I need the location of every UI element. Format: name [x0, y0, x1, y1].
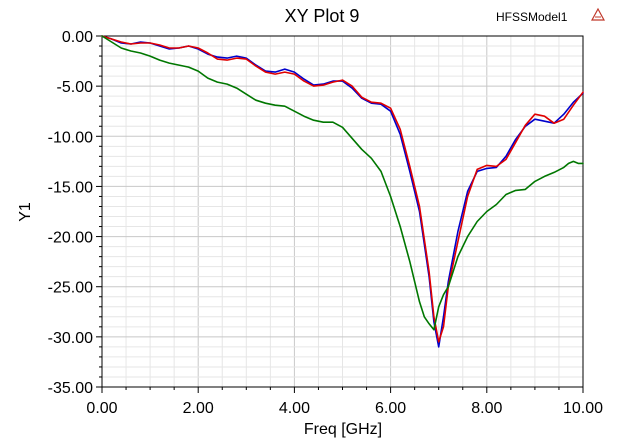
x-tick-label: 8.00: [471, 400, 502, 417]
y-tick-label: 0.00: [62, 29, 93, 46]
y-tick-label: -5.00: [57, 79, 94, 96]
series-line-3: [101, 35, 584, 331]
y-tick-label: -35.00: [48, 380, 93, 397]
y-tick-label: -20.00: [48, 230, 93, 247]
x-tick-label: 4.00: [279, 400, 310, 417]
axes: [96, 35, 584, 393]
x-tick-label: 10.00: [563, 400, 603, 417]
x-axis-label: Freq [GHz]: [304, 421, 382, 438]
x-tick-label: 2.00: [183, 400, 214, 417]
y-tick-label: -30.00: [48, 330, 93, 347]
model-label: HFSSModel1: [496, 10, 568, 24]
ansys-logo-icon: [590, 7, 606, 21]
series-lines: [101, 35, 584, 348]
y-tick-label: -10.00: [48, 129, 93, 146]
y-tick-label: -15.00: [48, 179, 93, 196]
series-line-2: [101, 35, 584, 343]
x-tick-label: 0.00: [86, 400, 117, 417]
y-tick-label: -25.00: [48, 280, 93, 297]
tick-labels: 0.00 2.00 4.00 6.00 8.00 10.00 0.00 -5.00 -10.00…: [48, 29, 603, 417]
x-tick-label: 6.00: [375, 400, 406, 417]
y-axis-label: Y1: [17, 202, 34, 222]
chart-title: XY Plot 9: [285, 6, 360, 26]
grid: [101, 35, 584, 388]
